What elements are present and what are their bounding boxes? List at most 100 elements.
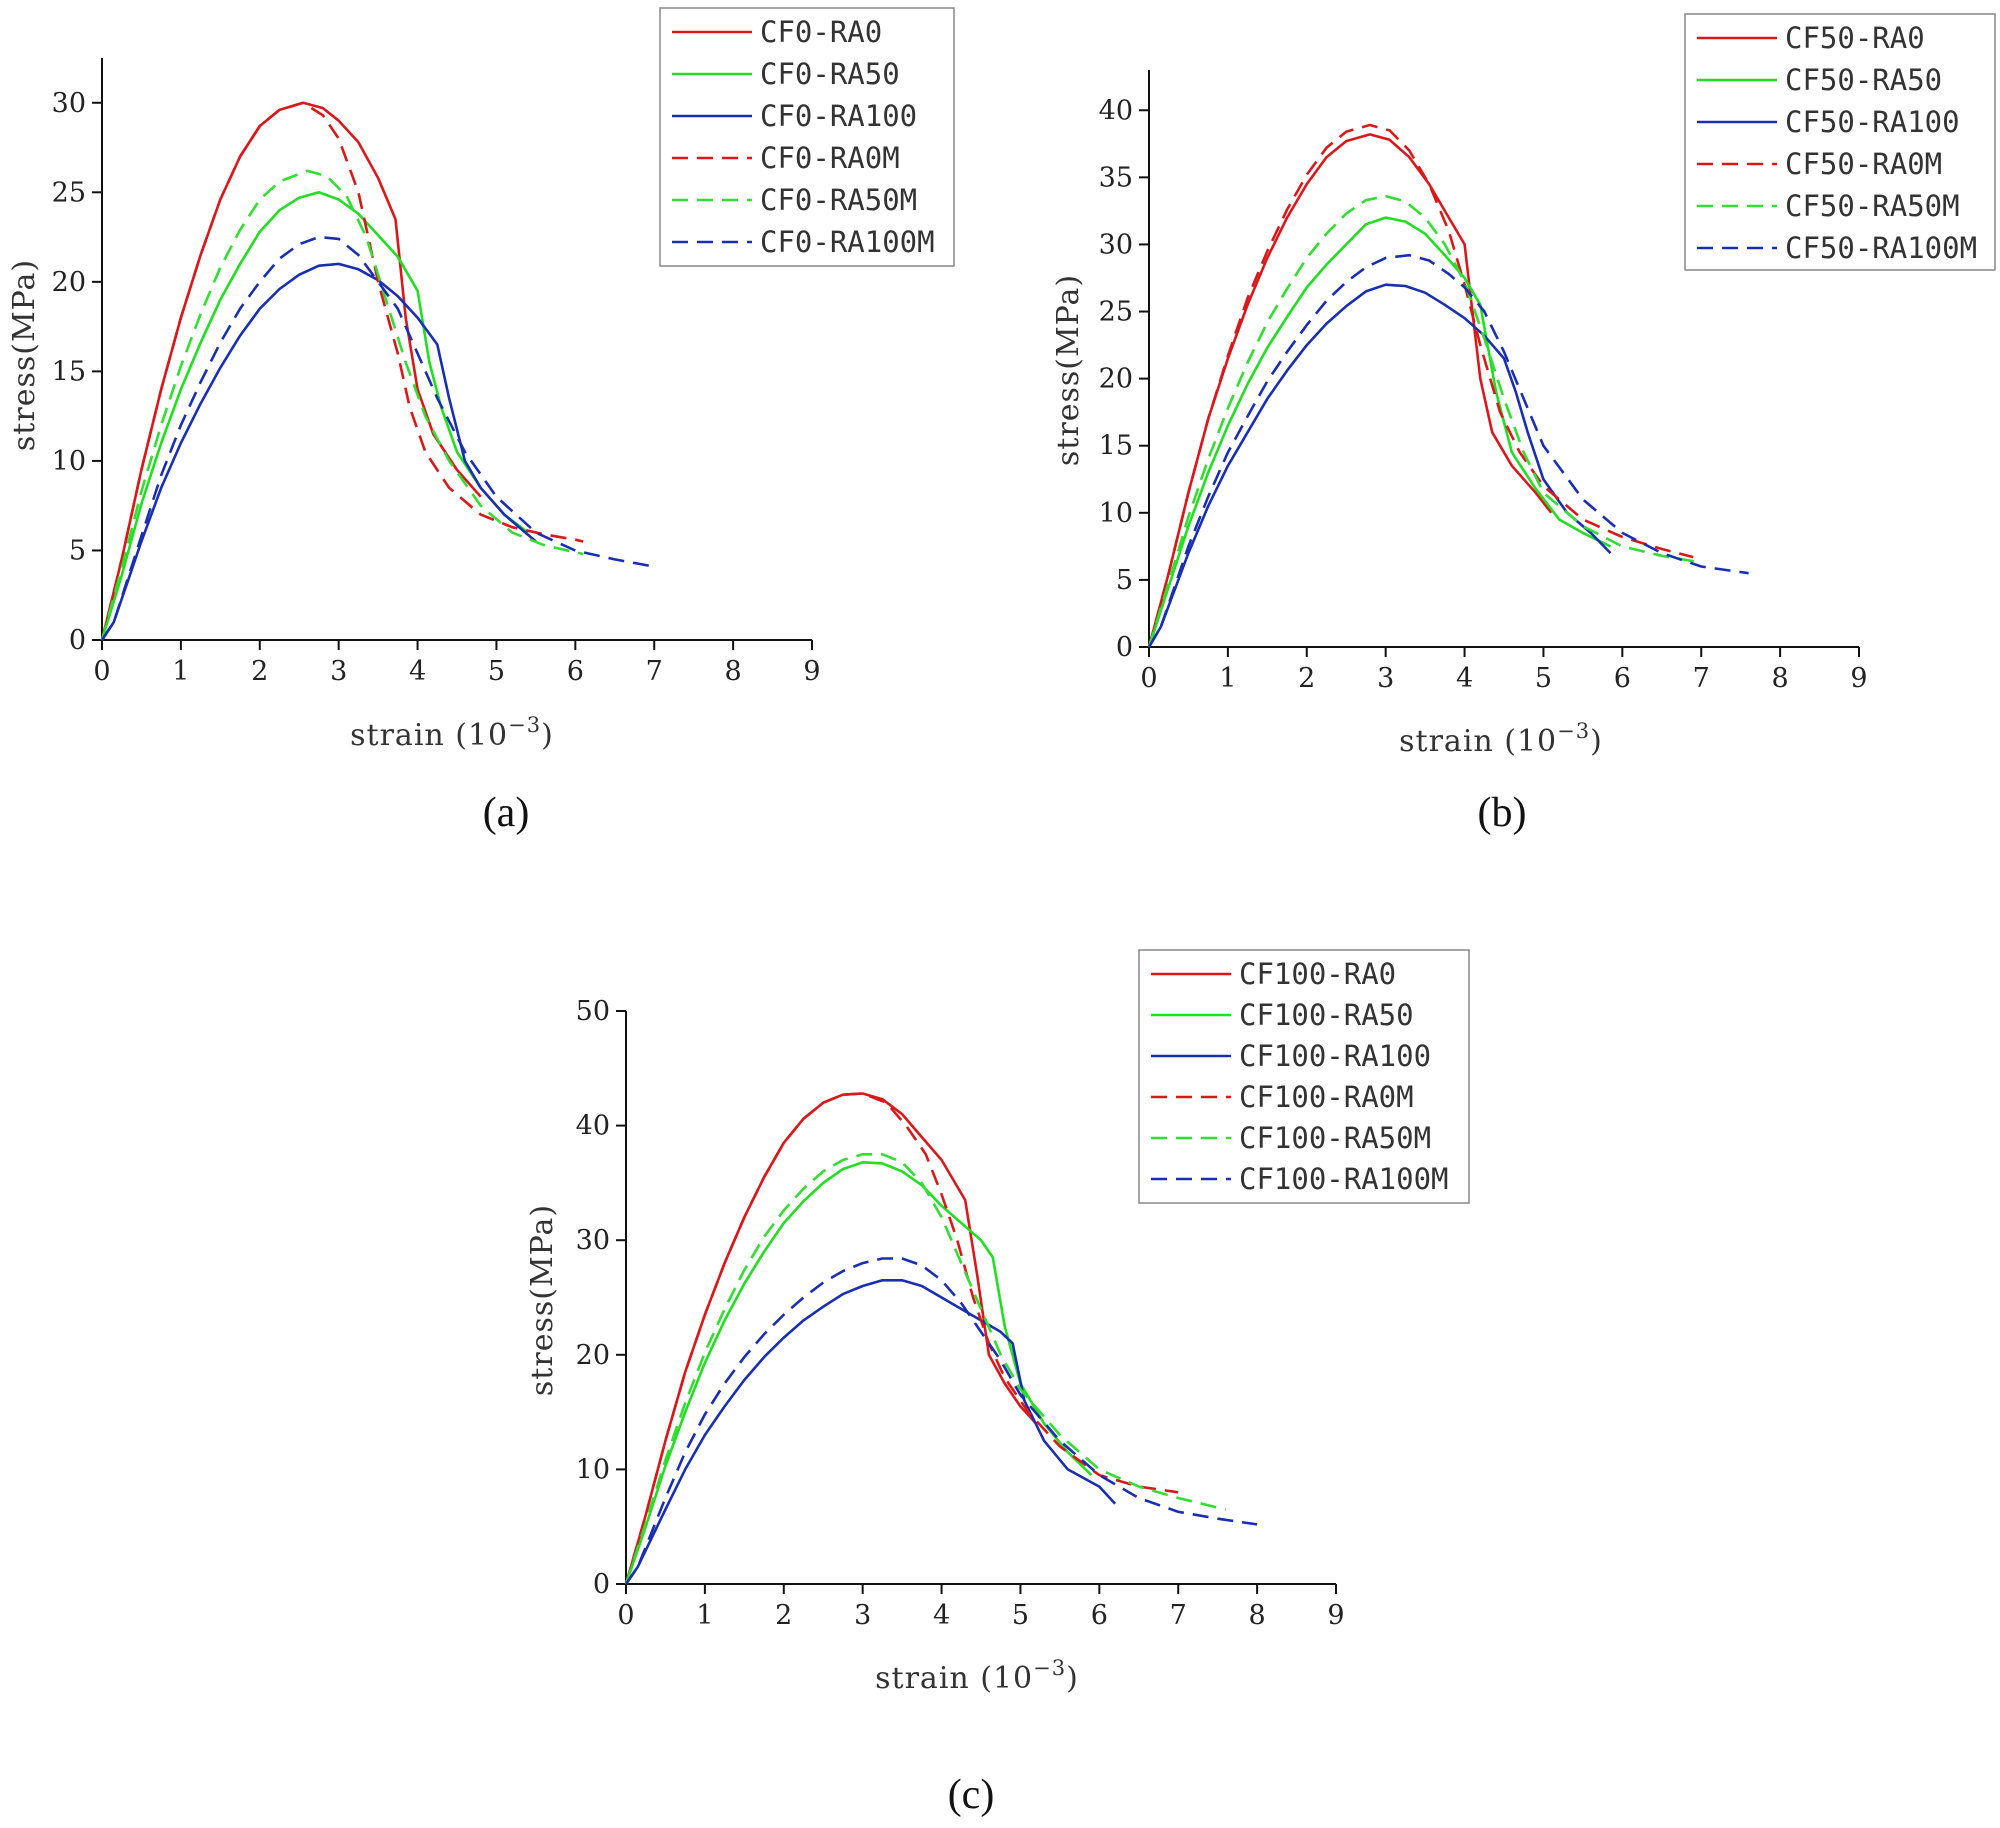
x-tick-label: 2 bbox=[775, 1600, 792, 1631]
x-tick-label: 6 bbox=[1091, 1600, 1108, 1631]
x-tick-label: 0 bbox=[617, 1600, 634, 1631]
series-layer bbox=[1147, 123, 1749, 648]
series-line-cf50-ra50 bbox=[1147, 216, 1612, 648]
y-tick-label: 15 bbox=[52, 356, 86, 387]
x-tick-label: 9 bbox=[1327, 1600, 1344, 1631]
x-tick-label: 4 bbox=[1456, 663, 1473, 694]
y-tick-label: 10 bbox=[1099, 498, 1133, 529]
series-line-cf50-ra0m bbox=[1147, 123, 1694, 648]
series-line-cf100-ra0m bbox=[624, 1092, 1179, 1585]
legend-label: CF0-RA100 bbox=[760, 99, 917, 133]
series-line-cf100-ra50 bbox=[624, 1161, 1093, 1585]
legend-label: CF0-RA100M bbox=[760, 225, 935, 259]
legend: CF100-RA0 CF100-RA50 CF100-RA100 CF100-RA0M… bbox=[1138, 949, 1470, 1204]
axes: 0 1 2 3 4 5 6 7 8 9 0 5 10 15 20 25 30 35 40 bbox=[1099, 70, 1868, 694]
x-tick-label: 6 bbox=[1614, 663, 1631, 694]
y-tick-label: 0 bbox=[1116, 632, 1133, 663]
chart-panel-c: 0 1 2 3 4 5 6 7 8 9 0 10 20 30 40 50 CF100-RA0 CF100-RA5… bbox=[525, 949, 1470, 1818]
y-tick-label: 5 bbox=[69, 535, 86, 566]
x-tick-label: 0 bbox=[1140, 663, 1157, 694]
legend-box bbox=[659, 7, 955, 267]
series-line-cf0-ra50 bbox=[100, 191, 529, 641]
y-axis-title: stress(MPa) bbox=[7, 259, 42, 451]
y-tick-label: 10 bbox=[52, 446, 86, 477]
y-tick-label: 25 bbox=[1099, 297, 1133, 328]
x-tick-label: 5 bbox=[1535, 663, 1552, 694]
x-tick-label: 4 bbox=[409, 656, 426, 687]
legend-label: CF50-RA0 bbox=[1785, 21, 1925, 55]
x-tick-label: 5 bbox=[1012, 1600, 1029, 1631]
x-axis-title: strain (10−3) bbox=[350, 713, 554, 753]
axes: 0 1 2 3 4 5 6 7 8 9 0 5 10 15 20 25 30 bbox=[52, 58, 821, 687]
legend: CF0-RA0 CF0-RA50 CF0-RA100 CF0-RA0M CF0-RA50… bbox=[659, 7, 955, 267]
panel-caption-b: (b) bbox=[1478, 790, 1527, 836]
series-layer bbox=[100, 101, 655, 641]
y-tick-label: 0 bbox=[69, 625, 86, 656]
x-tick-label: 7 bbox=[1693, 663, 1710, 694]
series-line-cf0-ra50m bbox=[100, 169, 584, 641]
legend-label: CF100-RA100M bbox=[1239, 1162, 1449, 1196]
legend-label: CF50-RA50M bbox=[1785, 189, 1960, 223]
x-tick-label: 3 bbox=[1377, 663, 1394, 694]
legend-label: CF100-RA0M bbox=[1239, 1080, 1414, 1114]
legend-label: CF50-RA100 bbox=[1785, 105, 1960, 139]
panel-caption-a: (a) bbox=[483, 790, 530, 836]
series-line-cf50-ra100m bbox=[1147, 253, 1749, 648]
x-tick-label: 9 bbox=[1850, 663, 1867, 694]
y-axis-title: stress(MPa) bbox=[525, 1204, 560, 1396]
y-tick-label: 20 bbox=[52, 267, 86, 298]
y-tick-label: 20 bbox=[1099, 364, 1133, 395]
x-tick-label: 7 bbox=[1170, 1600, 1187, 1631]
y-tick-label: 5 bbox=[1116, 565, 1133, 596]
x-tick-label: 2 bbox=[1298, 663, 1315, 694]
series-line-cf50-ra50m bbox=[1147, 194, 1702, 648]
x-tick-label: 8 bbox=[1772, 663, 1789, 694]
y-tick-label: 40 bbox=[576, 1111, 610, 1142]
x-tick-label: 7 bbox=[646, 656, 663, 687]
y-tick-label: 10 bbox=[576, 1454, 610, 1485]
x-tick-label: 2 bbox=[251, 656, 268, 687]
series-line-cf0-ra100m bbox=[100, 235, 655, 641]
axes: 0 1 2 3 4 5 6 7 8 9 0 10 20 30 40 50 bbox=[576, 996, 1345, 1631]
x-tick-label: 1 bbox=[1219, 663, 1236, 694]
legend-label: CF100-RA0 bbox=[1239, 957, 1396, 991]
y-tick-label: 40 bbox=[1099, 95, 1133, 126]
legend: CF50-RA0 CF50-RA50 CF50-RA100 CF50-RA0M CF50… bbox=[1684, 13, 1996, 271]
y-tick-label: 25 bbox=[52, 177, 86, 208]
series-layer bbox=[624, 1092, 1258, 1585]
y-tick-label: 15 bbox=[1099, 431, 1133, 462]
series-line-cf100-ra100m bbox=[624, 1257, 1258, 1585]
legend-label: CF100-RA50M bbox=[1239, 1121, 1431, 1155]
y-tick-label: 20 bbox=[576, 1340, 610, 1371]
y-tick-label: 50 bbox=[576, 996, 610, 1027]
x-tick-label: 1 bbox=[172, 656, 189, 687]
legend-label: CF100-RA100 bbox=[1239, 1039, 1431, 1073]
legend-box bbox=[1138, 949, 1470, 1204]
x-tick-label: 4 bbox=[933, 1600, 950, 1631]
legend-label: CF50-RA100M bbox=[1785, 231, 1977, 265]
y-tick-label: 30 bbox=[1099, 229, 1133, 260]
legend-label: CF50-RA0M bbox=[1785, 147, 1942, 181]
legend-label: CF100-RA50 bbox=[1239, 998, 1414, 1032]
x-tick-label: 3 bbox=[330, 656, 347, 687]
x-axis-title: strain (10−3) bbox=[875, 1656, 1079, 1696]
y-tick-label: 35 bbox=[1099, 162, 1133, 193]
series-line-cf0-ra100 bbox=[100, 262, 537, 641]
legend-label: CF0-RA0M bbox=[760, 141, 900, 175]
legend-label: CF0-RA50 bbox=[760, 57, 900, 91]
x-tick-label: 3 bbox=[854, 1600, 871, 1631]
x-tick-label: 8 bbox=[1249, 1600, 1266, 1631]
legend-box bbox=[1684, 13, 1996, 271]
x-tick-label: 6 bbox=[567, 656, 584, 687]
x-tick-label: 9 bbox=[803, 656, 820, 687]
y-tick-label: 30 bbox=[52, 88, 86, 119]
legend-label: CF50-RA50 bbox=[1785, 63, 1942, 97]
x-axis-title: strain (10−3) bbox=[1399, 719, 1603, 759]
panel-caption-c: (c) bbox=[948, 1772, 995, 1818]
x-tick-label: 1 bbox=[696, 1600, 713, 1631]
x-tick-label: 8 bbox=[725, 656, 742, 687]
legend-label: CF0-RA0 bbox=[760, 15, 882, 49]
